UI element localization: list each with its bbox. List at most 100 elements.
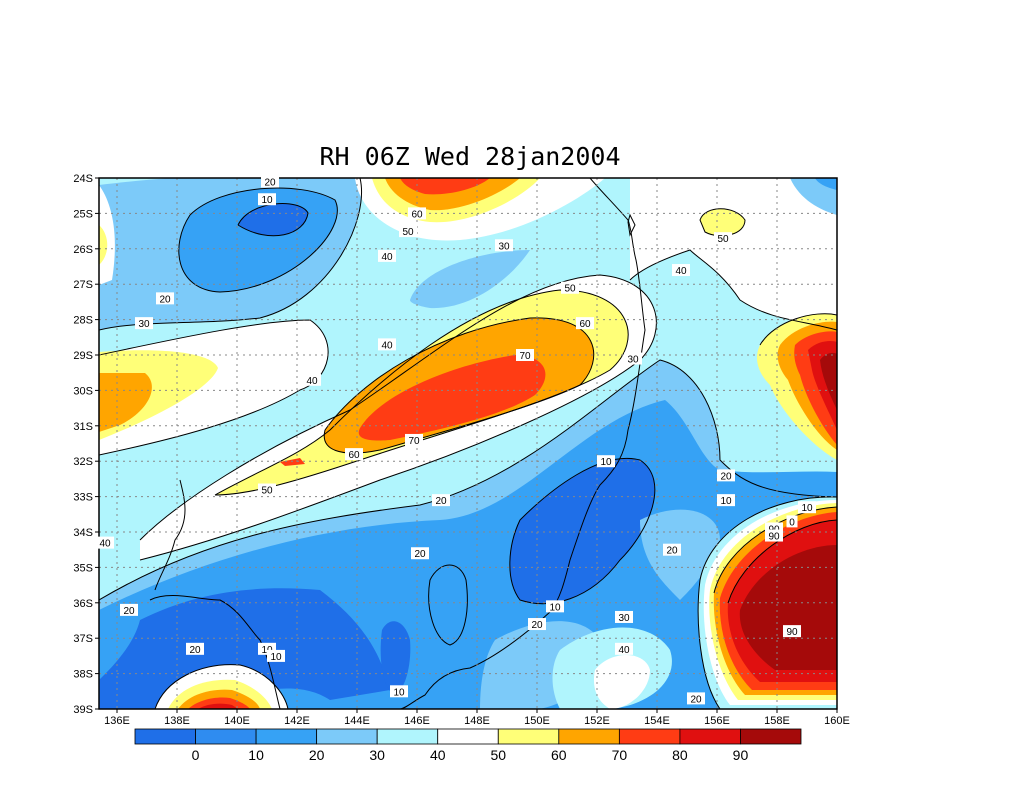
- fill-upper-10: [238, 203, 308, 236]
- fill-ne-50: [630, 178, 837, 330]
- contour-line-f: [214, 289, 629, 496]
- fill-blob-30: [410, 250, 530, 309]
- contour-label: 50: [402, 227, 414, 238]
- lon-tick-label: 136E: [104, 715, 130, 727]
- fill-south-50: [593, 655, 650, 709]
- colorbar-swatch: [740, 728, 802, 745]
- contour-line-p: [154, 664, 289, 709]
- contour-label: 20: [414, 549, 426, 560]
- contour-label: 20: [264, 178, 276, 189]
- contour-label: 40: [675, 266, 687, 277]
- fill-west-60: [99, 225, 108, 265]
- colorbar-label: 40: [430, 747, 446, 763]
- contour-label: 10: [600, 457, 612, 468]
- contour-label: 70: [408, 436, 420, 447]
- contour-line-g: [323, 317, 595, 454]
- contour-label-bg: [411, 547, 429, 560]
- contour-label-bg: [408, 207, 426, 220]
- contour-label: 20: [690, 694, 702, 705]
- contour-label-bg: [687, 692, 705, 705]
- lon-tick-label: 154E: [644, 715, 670, 727]
- colorbar-swatch: [497, 728, 560, 745]
- contour-label: 30: [498, 241, 510, 252]
- fill-ne-30: [790, 178, 837, 215]
- contour-label: 40: [99, 539, 111, 550]
- contour-label-bg: [345, 448, 363, 461]
- coastline-east: [399, 178, 646, 709]
- contour-line-h: [99, 359, 837, 601]
- contour-label: 40: [381, 340, 393, 351]
- colorbar-swatch: [618, 728, 681, 745]
- contour-label-bg: [258, 193, 276, 206]
- contour-line-m: [727, 519, 837, 604]
- contour-label: 10: [393, 687, 405, 698]
- colorbar-swatch: [437, 728, 499, 745]
- contour-label: 20: [666, 546, 678, 557]
- contour-label: 50: [261, 486, 273, 497]
- contour-label-bg: [717, 469, 735, 482]
- contour-label-bg: [432, 494, 450, 507]
- contour-label-bg: [561, 281, 579, 294]
- lon-tick-label: 152E: [584, 715, 610, 727]
- contour-label-bg: [798, 501, 816, 514]
- contour-label: 40: [381, 252, 393, 263]
- fill-band-80: [358, 355, 546, 441]
- fill-blob-10: [380, 621, 411, 695]
- contour-label-bg: [378, 249, 396, 262]
- contour-label: 10: [549, 602, 561, 613]
- lat-tick-label: 39S: [73, 704, 93, 716]
- contour-label-bg: [672, 264, 690, 277]
- colorbar-label: 70: [612, 747, 628, 763]
- lat-tick-label: 35S: [73, 562, 93, 574]
- contour-label-bg: [597, 455, 615, 468]
- contour-label-bg: [576, 317, 594, 330]
- contour-label: 20: [435, 496, 447, 507]
- fill-lower-10: [99, 588, 390, 709]
- contour-label-bg: [258, 483, 276, 496]
- map-title: RH 06Z Wed 28jan2004: [319, 142, 621, 171]
- lat-tick-label: 27S: [73, 279, 93, 291]
- contour-label: 50: [717, 234, 729, 245]
- colorbar-swatch: [255, 728, 318, 745]
- contour-label-bg: [546, 600, 564, 613]
- contour-label: 30: [138, 319, 150, 330]
- contour-label: 20: [189, 645, 201, 656]
- contour-label-bg: [267, 649, 285, 662]
- lat-tick-label: 38S: [73, 669, 93, 681]
- colorbar-swatch: [316, 728, 378, 745]
- lat-tick-label: 29S: [73, 350, 93, 362]
- contour-label-bg: [624, 352, 642, 365]
- lat-tick-label: 30S: [73, 385, 93, 397]
- contour-label: 50: [564, 284, 576, 295]
- fill-sw-80: [188, 697, 250, 709]
- lon-tick-label: 148E: [464, 715, 490, 727]
- lat-tick-label: 33S: [73, 492, 93, 504]
- contour-label-bg: [378, 338, 396, 351]
- contour-label-bg: [516, 349, 534, 361]
- contour-label-bg: [528, 618, 546, 631]
- contour-label-bg: [303, 373, 321, 386]
- contour-label-bg: [615, 610, 633, 623]
- colorbar-label: 90: [733, 747, 749, 763]
- fill-blob-20: [428, 565, 468, 645]
- contour-line-c: [237, 203, 309, 237]
- contour-label-bg: [495, 239, 513, 252]
- fill-se-100: [739, 545, 837, 670]
- contour-line-o: [759, 313, 837, 346]
- fill-ne-100: [820, 352, 837, 410]
- contour-label: 70: [519, 351, 531, 362]
- contour-label-bg: [399, 225, 417, 238]
- contour-label: 20: [123, 606, 135, 617]
- contour-label: 20: [159, 294, 171, 305]
- lon-tick-label: 158E: [764, 715, 790, 727]
- contour-label: 40: [618, 645, 630, 656]
- contour-label: 30: [618, 613, 630, 624]
- contour-label-bg: [390, 685, 408, 698]
- contour-label-bg: [783, 625, 801, 638]
- colorbar: 0 10 20 30 40 50 60 70 80 90: [134, 728, 802, 763]
- contour-label: 0: [789, 517, 795, 528]
- lon-tick-label: 138E: [164, 715, 190, 727]
- lat-tick-label: 37S: [73, 633, 93, 645]
- contour-line-j: [428, 564, 468, 646]
